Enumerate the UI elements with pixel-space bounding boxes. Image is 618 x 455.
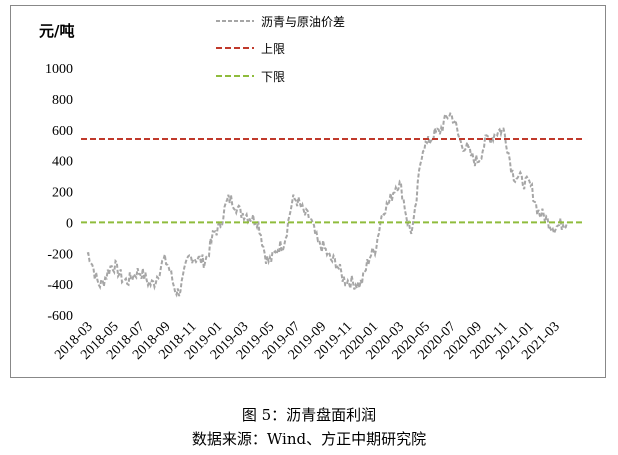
figure-caption: 图 5：沥青盘面利润 数据来源：Wind、方正中期研究院 [0, 403, 618, 451]
figure-source: 数据来源：Wind、方正中期研究院 [191, 430, 427, 448]
y-tick-label: 0 [66, 216, 73, 231]
chart-frame: 元/吨 1000 800 600 400 200 0 -200 -400 -600 2018-03 2… [10, 5, 606, 378]
y-tick-label: -200 [47, 247, 73, 262]
y-tick-label: 400 [52, 155, 73, 170]
series-line-spread [86, 111, 568, 298]
y-tick-label: 200 [52, 186, 73, 201]
y-tick-label: -600 [47, 309, 73, 324]
y-tick-label: 600 [52, 124, 73, 139]
figure-title: 图 5：沥青盘面利润 [241, 406, 377, 424]
y-tick-label: 1000 [45, 62, 73, 77]
y-tick-label: 800 [52, 93, 73, 108]
legend-label: 下限 [261, 70, 285, 84]
legend-label: 上限 [261, 42, 285, 56]
y-unit-label: 元/吨 [39, 22, 74, 40]
line-chart: 元/吨10008006004002000-200-400-6002018-032… [39, 15, 584, 363]
legend-label: 沥青与原油价差 [261, 15, 345, 29]
y-tick-label: -400 [47, 278, 73, 293]
